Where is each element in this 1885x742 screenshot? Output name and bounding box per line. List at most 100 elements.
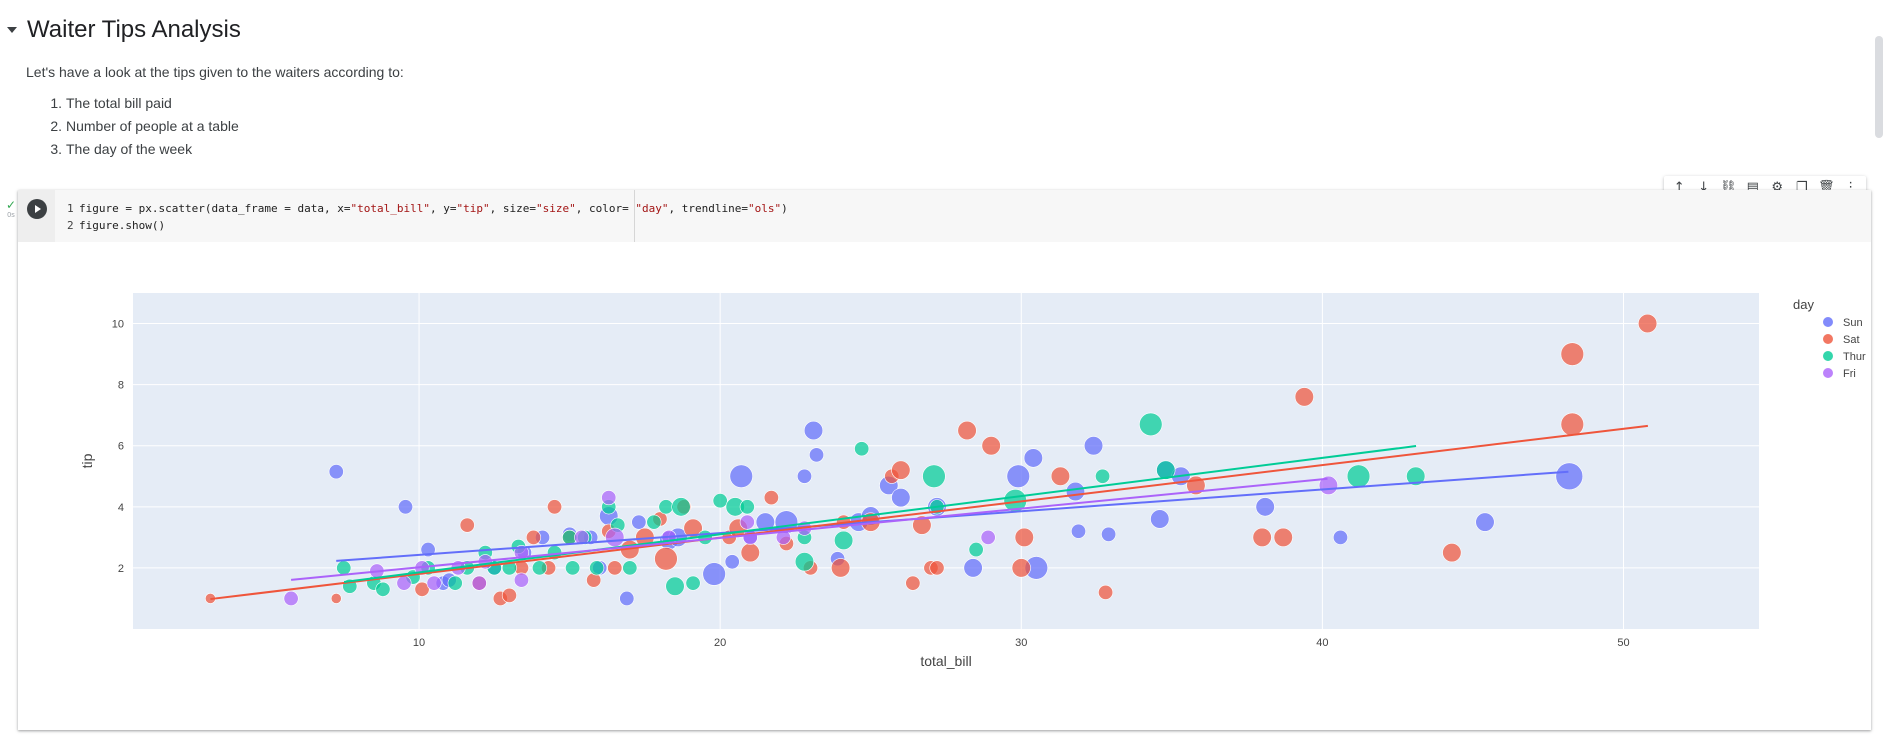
data-point-sat — [831, 558, 851, 578]
move-up-button[interactable]: ↑ — [1669, 178, 1689, 196]
data-point-sun — [809, 447, 825, 463]
code-line: 2 figure.show() — [67, 217, 788, 234]
trendline-sat — [210, 424, 1649, 601]
data-point-fri — [471, 575, 487, 591]
data-point-sun — [631, 514, 647, 530]
data-point-sat — [1252, 527, 1272, 547]
y-tick-label: 10 — [112, 319, 124, 331]
legend-item-fri: Fri — [1843, 368, 1856, 380]
data-point-sat — [1014, 527, 1034, 547]
data-point-sun — [1332, 529, 1348, 545]
data-point-thur — [1406, 466, 1426, 486]
data-point-sat — [330, 593, 342, 604]
data-point-sat — [905, 575, 921, 591]
list-item-text: The total bill paid — [66, 95, 172, 111]
data-point-fri — [605, 527, 625, 547]
gear-icon: ⚙ — [1771, 179, 1784, 195]
trendline-thur — [343, 445, 1417, 583]
code-token: ) — [781, 202, 788, 215]
data-point-sat — [763, 490, 779, 506]
data-point-thur — [922, 464, 946, 488]
code-token: , y= — [430, 202, 457, 215]
scatter-plot[interactable]: 10 20 30 40 50 2 4 6 8 10 total_bill tip day Sun Sat Th… — [18, 242, 1871, 730]
data-point-sat — [740, 543, 760, 563]
data-point-fri — [513, 572, 529, 588]
code-token: , color= — [575, 202, 636, 215]
code-editor[interactable]: 1 figure = px.scatter(data_frame = data, … — [18, 190, 1871, 242]
x-tick-label: 40 — [1316, 637, 1328, 649]
trendline-fri — [290, 477, 1328, 581]
data-point-fri — [742, 529, 758, 545]
mirror-cell-icon: ❐ — [1795, 179, 1808, 195]
data-point-thur — [336, 560, 352, 576]
data-point-sun — [796, 468, 812, 484]
data-point-sun — [1255, 497, 1275, 517]
data-point-sun — [1065, 481, 1086, 502]
code-token: , size= — [489, 202, 536, 215]
data-point-sun — [702, 562, 726, 586]
data-point-sat — [981, 436, 1001, 456]
code-token: , trendline= — [668, 202, 748, 215]
data-point-sun — [1023, 448, 1043, 468]
move-down-button[interactable]: ↓ — [1694, 178, 1714, 196]
code-line: 1 figure = px.scatter(data_frame = data, … — [67, 200, 788, 217]
collapse-caret-icon[interactable] — [7, 27, 17, 33]
legend-marker-fri — [1823, 368, 1833, 378]
data-point-sun — [1101, 526, 1117, 542]
execution-status: ✓ 0s — [4, 199, 18, 220]
list-item-text: Number of people at a table — [66, 118, 239, 134]
ordered-list: 1. The total bill paid 2. Number of people … — [26, 92, 239, 161]
code-token: figure.show() — [79, 219, 166, 232]
x-tick-label: 10 — [413, 637, 425, 649]
data-point-fri — [601, 490, 617, 506]
y-axis-label: tip — [79, 453, 95, 468]
data-point-sun — [803, 420, 824, 441]
data-point-fri — [426, 575, 442, 591]
data-point-sun — [729, 464, 753, 488]
code-token: "day" — [635, 202, 669, 215]
data-point-thur — [685, 575, 701, 591]
data-point-thur — [1346, 464, 1371, 488]
data-point-fri — [739, 514, 755, 530]
code-token: "total_bill" — [350, 202, 431, 215]
data-point-thur — [712, 493, 728, 509]
data-point-sun — [1150, 509, 1170, 529]
data-point-thur — [646, 514, 662, 530]
data-point-thur — [622, 560, 638, 576]
data-point-sat — [1011, 558, 1031, 578]
execution-time: 0s — [7, 212, 15, 219]
list-item: 2. Number of people at a table — [26, 115, 239, 138]
list-item-number: 2. — [50, 118, 62, 134]
data-point-sat — [501, 587, 517, 603]
list-item-number: 3. — [50, 141, 62, 157]
x-tick-label: 50 — [1617, 637, 1629, 649]
data-point-sun — [1475, 512, 1495, 532]
data-point-sat — [1273, 527, 1293, 547]
data-point-sun — [1555, 462, 1584, 491]
legend-item-thur: Thur — [1843, 351, 1866, 363]
data-point-sat — [525, 529, 541, 545]
mirror-button[interactable]: ❐ — [1792, 178, 1812, 196]
data-point-thur — [658, 499, 674, 515]
legend-marker-sun — [1823, 317, 1833, 327]
data-point-sat — [1560, 412, 1585, 437]
data-point-fri — [980, 529, 996, 545]
run-gutter — [18, 190, 55, 242]
data-point-sat — [459, 517, 475, 533]
y-tick-label: 4 — [118, 502, 124, 514]
list-item-text: The day of the week — [66, 141, 193, 157]
run-cell-button[interactable] — [27, 199, 47, 219]
scrollbar-thumb[interactable] — [1875, 36, 1883, 138]
code-lines[interactable]: 1 figure = px.scatter(data_frame = data, … — [67, 200, 788, 234]
data-point-thur — [589, 560, 605, 576]
section-heading[interactable]: Waiter Tips Analysis — [4, 16, 241, 44]
data-point-sat — [1560, 342, 1585, 366]
data-point-sun — [1006, 464, 1030, 488]
code-cell: 1 figure = px.scatter(data_frame = data, … — [18, 190, 1871, 730]
code-token: "ols" — [747, 202, 782, 215]
data-point-thur — [531, 560, 547, 576]
list-item: 3. The day of the week — [26, 138, 239, 161]
settings-button[interactable]: ⚙ — [1767, 178, 1787, 196]
data-point-thur — [968, 542, 984, 558]
x-tick-label: 20 — [714, 637, 726, 649]
